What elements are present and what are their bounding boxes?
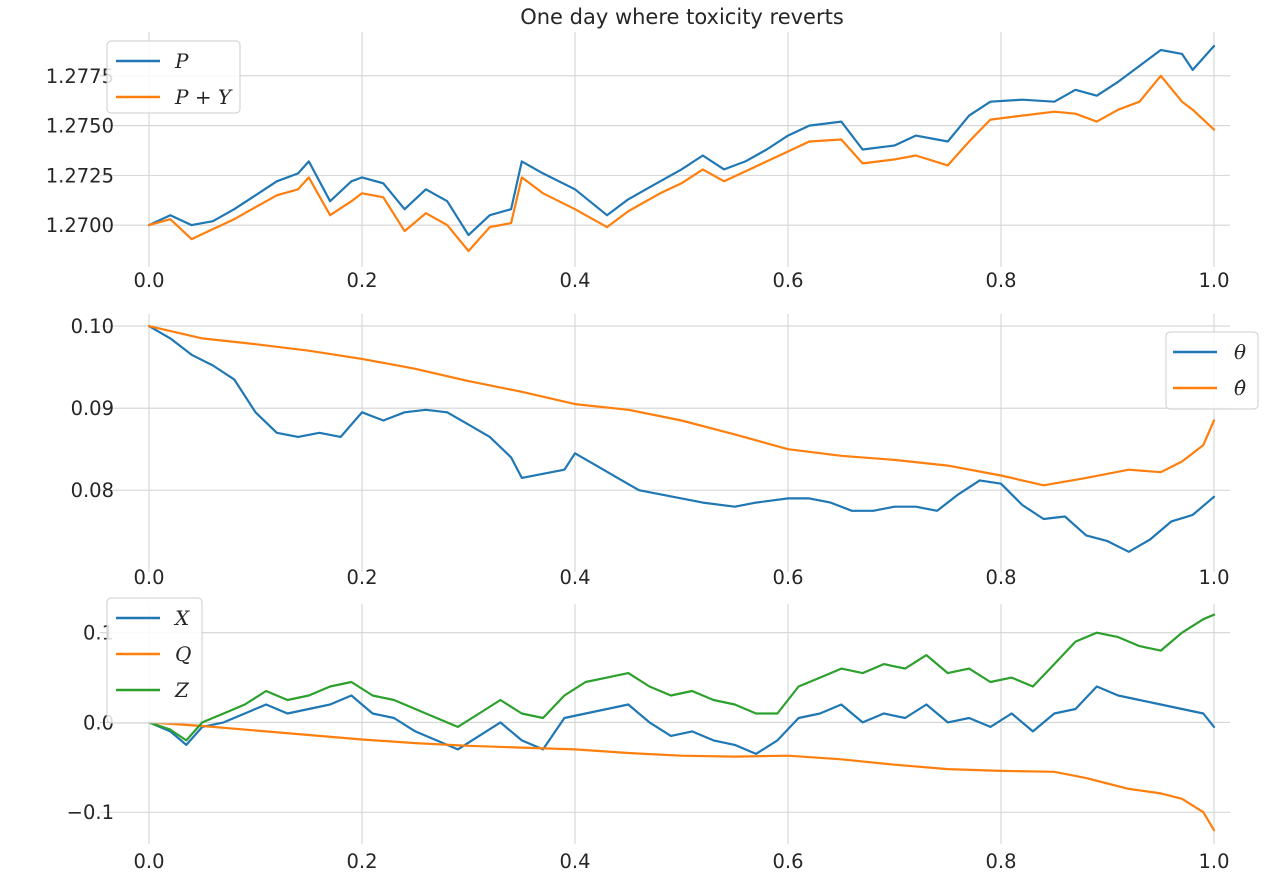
legend-label: Z bbox=[174, 678, 190, 702]
legend-frame bbox=[106, 40, 241, 114]
y-tick-label: 0.09 bbox=[71, 397, 114, 420]
x-tick-label: 0.8 bbox=[985, 850, 1016, 873]
y-tick-label: −0.1 bbox=[67, 801, 114, 824]
x-tick-label: 0.8 bbox=[985, 566, 1016, 589]
legend-label: P bbox=[174, 49, 189, 73]
legend-label: X bbox=[173, 606, 190, 630]
series-line-2 bbox=[147, 721, 1216, 832]
x-tick-label: 0.6 bbox=[772, 566, 803, 589]
legend-label: θ bbox=[1234, 340, 1246, 364]
legend-label: P + Y bbox=[174, 85, 233, 109]
series-line-2 bbox=[147, 325, 1216, 487]
y-tick-label: 1.2725 bbox=[46, 164, 114, 187]
panel-1: 0.0 0.2 0.4 0.6 0.8 1.0 1.2700 1.2725 1.2750 1.27… bbox=[46, 5, 1230, 292]
y-tick-label: 0.10 bbox=[71, 315, 114, 338]
x-tick-label: 0.2 bbox=[346, 566, 377, 589]
series-line-1 bbox=[147, 325, 1216, 553]
legend-frame bbox=[106, 597, 203, 724]
x-tick-label: 0.0 bbox=[133, 269, 164, 292]
series-line-3 bbox=[147, 613, 1216, 742]
x-tick-label: 0.2 bbox=[346, 850, 377, 873]
y-tick-label: 1.2750 bbox=[46, 115, 114, 138]
legend: P P + Y bbox=[106, 40, 241, 114]
x-tick-label: 0.0 bbox=[133, 850, 164, 873]
legend-label: θ̂ bbox=[1234, 376, 1246, 400]
legend: XQZ bbox=[106, 597, 203, 724]
x-tick-label: 0.0 bbox=[133, 566, 164, 589]
x-tick-label: 0.8 bbox=[985, 269, 1016, 292]
legend-label: Q bbox=[175, 642, 191, 666]
x-tick-label: 0.4 bbox=[559, 269, 590, 292]
y-tick-label: 0.0 bbox=[83, 711, 114, 734]
y-tick-label: 1.2775 bbox=[46, 65, 114, 88]
x-tick-label: 1.0 bbox=[1198, 566, 1229, 589]
series-line-1 bbox=[147, 44, 1216, 237]
legend: θ θ̂ bbox=[1165, 331, 1259, 410]
chart-title: One day where toxicity reverts bbox=[520, 5, 844, 29]
x-tick-label: 0.6 bbox=[772, 269, 803, 292]
y-tick-label: 1.2700 bbox=[46, 214, 114, 237]
x-tick-label: 0.6 bbox=[772, 850, 803, 873]
x-tick-label: 0.4 bbox=[559, 566, 590, 589]
series-line-2 bbox=[147, 74, 1216, 253]
y-tick-label: 0.08 bbox=[71, 479, 114, 502]
panel-2: 0.0 0.2 0.4 0.6 0.8 1.0 0.08 0.09 0.10 θ θ̂ bbox=[71, 314, 1259, 589]
y-tick-label: 0.1 bbox=[83, 622, 114, 645]
series-line-1 bbox=[147, 685, 1216, 756]
x-tick-label: 1.0 bbox=[1198, 850, 1229, 873]
x-tick-label: 0.4 bbox=[559, 850, 590, 873]
x-tick-label: 1.0 bbox=[1198, 269, 1229, 292]
x-tick-label: 0.2 bbox=[346, 269, 377, 292]
